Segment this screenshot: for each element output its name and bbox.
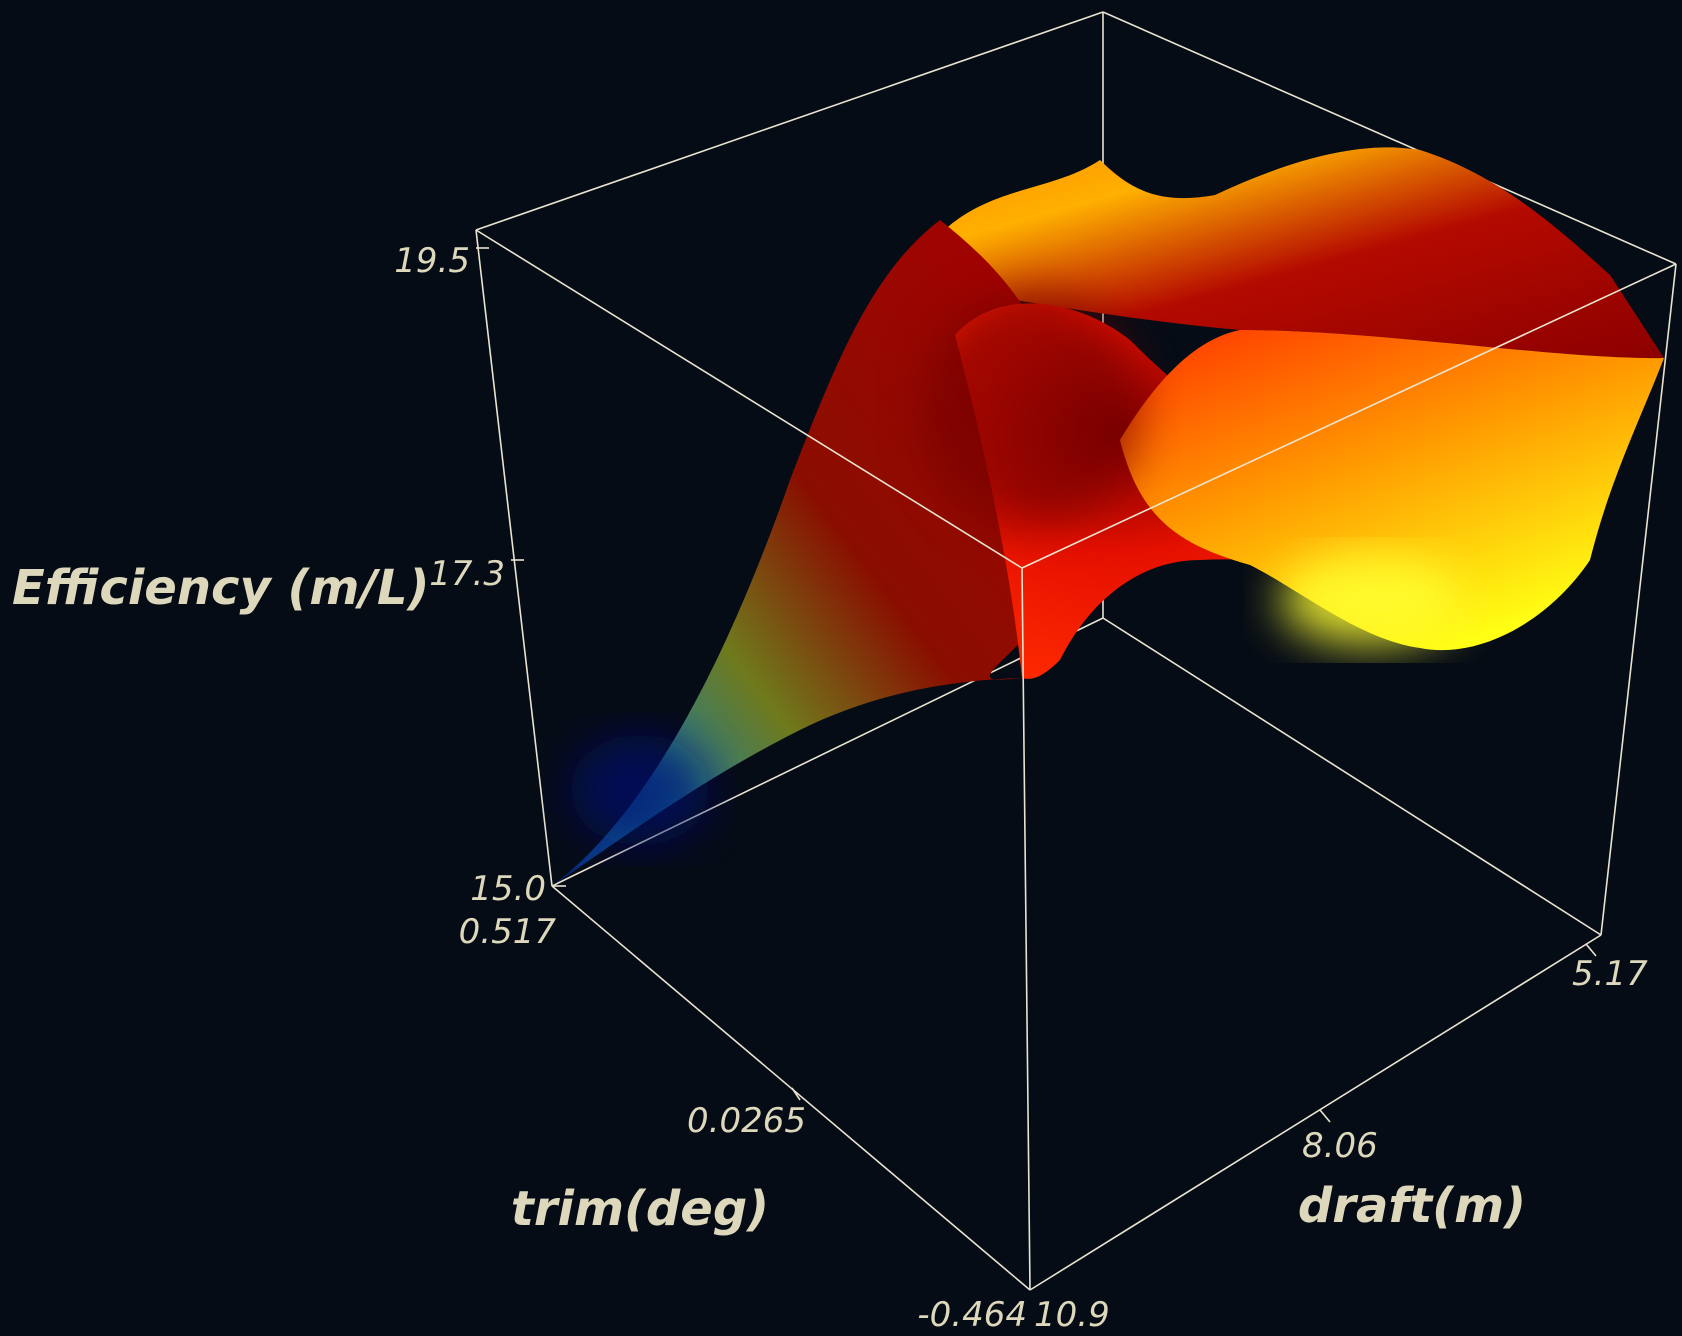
z-tick-15-0: 15.0 xyxy=(470,869,546,909)
trim-axis-title: trim(deg) xyxy=(511,1181,769,1237)
box-edge xyxy=(1021,263,1677,569)
box-edge xyxy=(475,229,553,887)
box-edge xyxy=(1029,934,1602,1291)
box-edge xyxy=(475,229,1023,569)
trim-tick-0-0265: 0.0265 xyxy=(687,1101,806,1141)
surface-region-right xyxy=(1120,330,1664,651)
draft-tick-8-06: 8.06 xyxy=(1302,1126,1378,1166)
draft-tick-5-17: 5.17 xyxy=(1572,954,1648,994)
surface-dark-ridge xyxy=(920,290,1140,530)
tick-mark xyxy=(1585,943,1597,957)
tick-mark xyxy=(1319,1109,1331,1123)
efficiency-surface xyxy=(552,147,1664,886)
surface-region-back xyxy=(905,147,1664,359)
z-tick-17-3: 17.3 xyxy=(429,554,505,594)
box-edge xyxy=(475,11,1104,231)
trim-tick-0-517: 0.517 xyxy=(459,912,557,952)
draft-axis-title: draft(m) xyxy=(1298,1178,1526,1234)
surface-low-corner xyxy=(570,735,710,845)
tick-mark xyxy=(791,1087,801,1101)
trim-tick-neg-0-464: -0.464 xyxy=(917,1295,1027,1335)
z-tick-19-5: 19.5 xyxy=(394,241,470,281)
box-edge xyxy=(551,885,1031,1291)
box-edge xyxy=(1021,567,1031,1291)
box-edge xyxy=(1102,11,1677,265)
z-axis-title: Efficiency (m/L) xyxy=(12,560,430,616)
draft-tick-10-9: 10.9 xyxy=(1034,1295,1110,1335)
box-edge xyxy=(1600,263,1677,936)
surface-peak-highlight xyxy=(1280,555,1460,645)
box-edge xyxy=(1102,617,1602,936)
